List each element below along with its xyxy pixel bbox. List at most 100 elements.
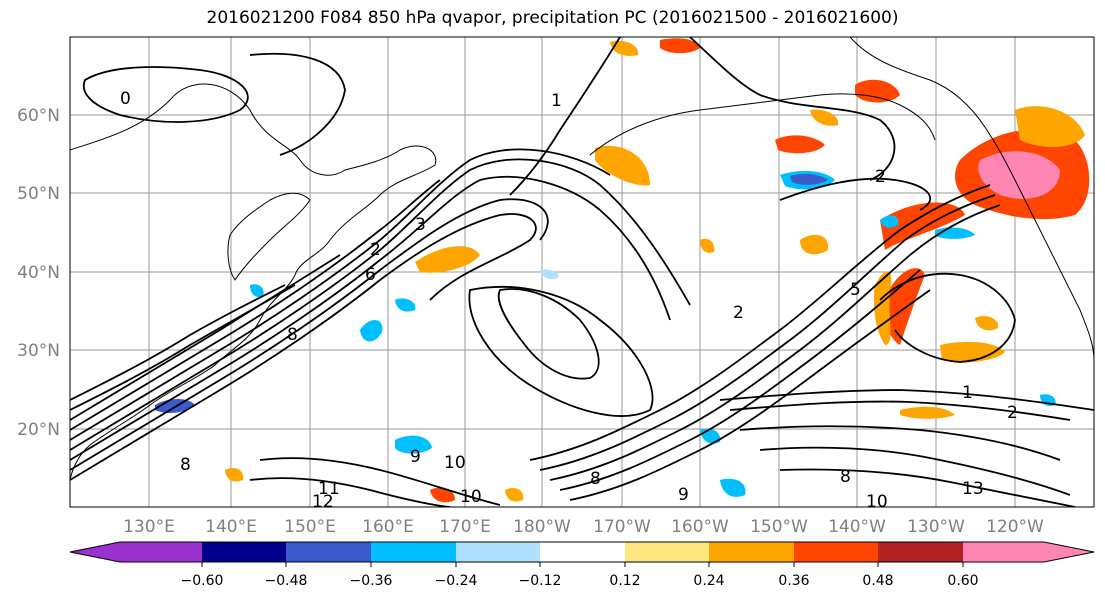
colorbar-tick-label: −0.60 bbox=[181, 573, 224, 589]
colorbar-segment bbox=[202, 542, 286, 562]
contour-label: 2 bbox=[370, 240, 381, 260]
lon-label: 150°E bbox=[284, 517, 336, 537]
contour-label: 13 bbox=[962, 479, 984, 499]
lat-label: 20°N bbox=[17, 420, 60, 440]
contour-line bbox=[70, 284, 296, 411]
contour-line bbox=[739, 425, 1061, 461]
contour-line bbox=[249, 52, 346, 156]
lat-label: 40°N bbox=[17, 263, 60, 283]
coastlines bbox=[70, 37, 1094, 481]
coastline-alaska bbox=[589, 93, 936, 156]
contour-label: 8 bbox=[840, 467, 851, 487]
contour-label: 8 bbox=[590, 469, 601, 489]
contour-label: 10 bbox=[444, 453, 466, 473]
precip-negative-patch bbox=[395, 298, 416, 312]
colorbar-tick-labels: −0.60 −0.48 −0.36 −0.24 −0.12 0.12 0.24 … bbox=[181, 573, 979, 589]
contour-label: 2 bbox=[733, 303, 744, 323]
lon-label: 130°E bbox=[123, 517, 175, 537]
lat-label: 50°N bbox=[17, 184, 60, 204]
contour-line bbox=[759, 446, 1071, 496]
colorbar-segment bbox=[120, 542, 202, 562]
colorbar-segment bbox=[794, 542, 878, 562]
precip-positive-patch bbox=[610, 40, 639, 56]
contour-line bbox=[82, 66, 249, 123]
colorbar-segment bbox=[878, 542, 963, 562]
precip-negative-patch bbox=[880, 215, 899, 228]
lon-label: 130°W bbox=[907, 517, 965, 537]
coastline-asia bbox=[70, 83, 437, 481]
contour-label: 2 bbox=[875, 167, 886, 187]
contour-label: 8 bbox=[180, 455, 191, 475]
contour-label: 0 bbox=[120, 89, 131, 109]
precip-positive-patch bbox=[505, 488, 524, 502]
colorbar-tick-label: 0.12 bbox=[609, 573, 640, 589]
contour-line bbox=[729, 400, 1071, 421]
colorbar-extend-low bbox=[70, 542, 120, 562]
lon-label: 170°W bbox=[593, 517, 651, 537]
precip-positive-patch bbox=[800, 234, 829, 255]
lon-label: 160°E bbox=[362, 517, 414, 537]
latitude-labels: 60°N 50°N 40°N 30°N 20°N bbox=[17, 106, 60, 440]
colorbar-segment bbox=[371, 542, 456, 562]
precip-negative-patch bbox=[395, 435, 432, 454]
coastline-north-america bbox=[849, 37, 1094, 361]
contour-line bbox=[569, 289, 931, 501]
contour-label: 9 bbox=[410, 447, 421, 467]
colorbar-tick-label: 0.48 bbox=[862, 573, 893, 589]
contour-line bbox=[70, 148, 611, 441]
colorbar-tick-label: 0.24 bbox=[693, 573, 724, 589]
precip-positive-patch bbox=[880, 202, 965, 250]
colorbar-tick-label: −0.48 bbox=[265, 573, 308, 589]
colorbar-segment bbox=[286, 542, 371, 562]
contour-line bbox=[70, 158, 691, 451]
lon-label: 140°E bbox=[205, 517, 257, 537]
contour-label: 1 bbox=[962, 383, 973, 403]
precip-negative-patch bbox=[790, 173, 828, 185]
contour-label: 1 bbox=[551, 91, 562, 111]
precip-positive-patch bbox=[430, 487, 455, 503]
contour-line bbox=[549, 204, 1001, 481]
precip-positive-patch bbox=[1015, 106, 1085, 147]
colorbar-segment bbox=[963, 542, 1044, 562]
contour-label: 12 bbox=[312, 492, 334, 512]
map-frame bbox=[69, 36, 1095, 508]
contour-line bbox=[779, 177, 932, 211]
precip-positive-patch bbox=[700, 238, 715, 253]
colorbar-tick-label: −0.24 bbox=[435, 573, 478, 589]
colorbar-extend-high bbox=[1044, 542, 1094, 562]
colorbar-tick-label: −0.36 bbox=[350, 573, 393, 589]
contour-line bbox=[468, 286, 654, 417]
lon-label: 160°W bbox=[671, 517, 729, 537]
contour-line bbox=[529, 184, 991, 461]
precip-negative-patch bbox=[360, 320, 383, 342]
precip-positive-patch bbox=[810, 109, 839, 126]
contour-label: 10 bbox=[460, 487, 482, 507]
contour-labels: 0 1 1 2 2 2 2 3 5 6 8 8 8 8 9 9 10 10 10… bbox=[120, 89, 1018, 512]
contour-line bbox=[249, 477, 451, 507]
contour-line bbox=[539, 194, 996, 471]
contour-line bbox=[70, 198, 549, 471]
precip-positive-patch bbox=[940, 341, 1005, 363]
contour-line bbox=[70, 179, 441, 431]
contour-line bbox=[70, 213, 537, 481]
precip-positive-patch bbox=[975, 316, 999, 331]
precip-positive-patch bbox=[775, 135, 825, 154]
colorbar-segment bbox=[709, 542, 794, 562]
qvapor-contours bbox=[70, 37, 1094, 507]
colorbar-segment bbox=[625, 542, 709, 562]
contour-line bbox=[259, 457, 501, 506]
coastline-japan bbox=[227, 192, 311, 281]
contour-line bbox=[719, 389, 1094, 411]
contour-line bbox=[779, 468, 1076, 507]
colorbar bbox=[69, 541, 1095, 567]
contour-label: 3 bbox=[415, 215, 426, 235]
colorbar-segment bbox=[456, 542, 540, 562]
map-title: 2016021200 F084 850 hPa qvapor, precipit… bbox=[206, 8, 899, 28]
contour-line bbox=[70, 284, 286, 401]
precip-positive-patch bbox=[225, 468, 244, 482]
precip-positive-patch bbox=[900, 406, 955, 419]
lon-label: 120°W bbox=[986, 517, 1044, 537]
colorbar-tick-label: 0.36 bbox=[778, 573, 809, 589]
contour-label: 6 bbox=[365, 265, 376, 285]
